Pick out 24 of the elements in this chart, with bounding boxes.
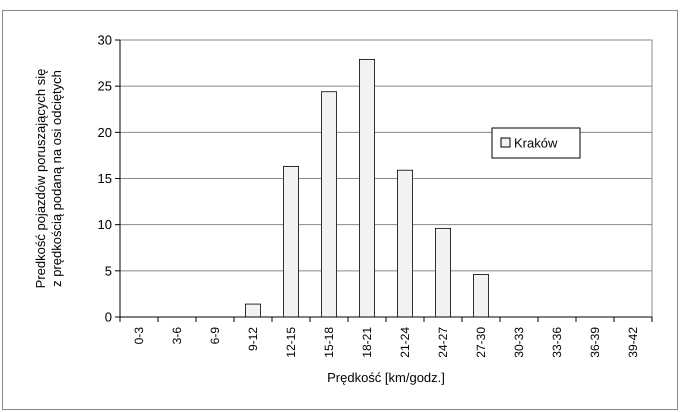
- x-tick-label: 18-21: [360, 326, 374, 358]
- y-tick-label: 15: [98, 171, 112, 186]
- x-tick-label: 15-18: [322, 326, 336, 358]
- x-tick-label: 30-33: [512, 326, 526, 358]
- legend-label: Kraków: [514, 136, 558, 151]
- y-tick-label: 25: [98, 78, 112, 94]
- x-tick-label: 21-24: [398, 326, 412, 358]
- y-tick-label: 30: [98, 32, 112, 48]
- x-tick-label: 24-27: [436, 326, 450, 358]
- y-tick-label: 0: [104, 310, 112, 325]
- x-tick-label: 6-9: [208, 326, 222, 344]
- y-tick-label: 20: [98, 124, 112, 140]
- x-tick-label: 9-12: [246, 326, 260, 352]
- y-tick-label: 10: [98, 217, 112, 232]
- x-tick-label: 39-42: [626, 326, 640, 358]
- x-tick-label: 0-3: [132, 326, 146, 344]
- x-tick-label: 36-39: [588, 326, 602, 358]
- y-axis-title: Predkość pojazdów poruszających się z prędkością podaną na osi odciętych: [33, 68, 64, 288]
- x-tick-label: 3-6: [170, 326, 184, 344]
- x-tick-label: 12-15: [284, 326, 298, 358]
- x-tick-label: 33-36: [550, 326, 564, 358]
- x-axis-title: Prędkość [km/godz.]: [327, 370, 445, 385]
- y-tick-label: 5: [104, 263, 112, 278]
- x-tick-label: 27-30: [474, 326, 488, 358]
